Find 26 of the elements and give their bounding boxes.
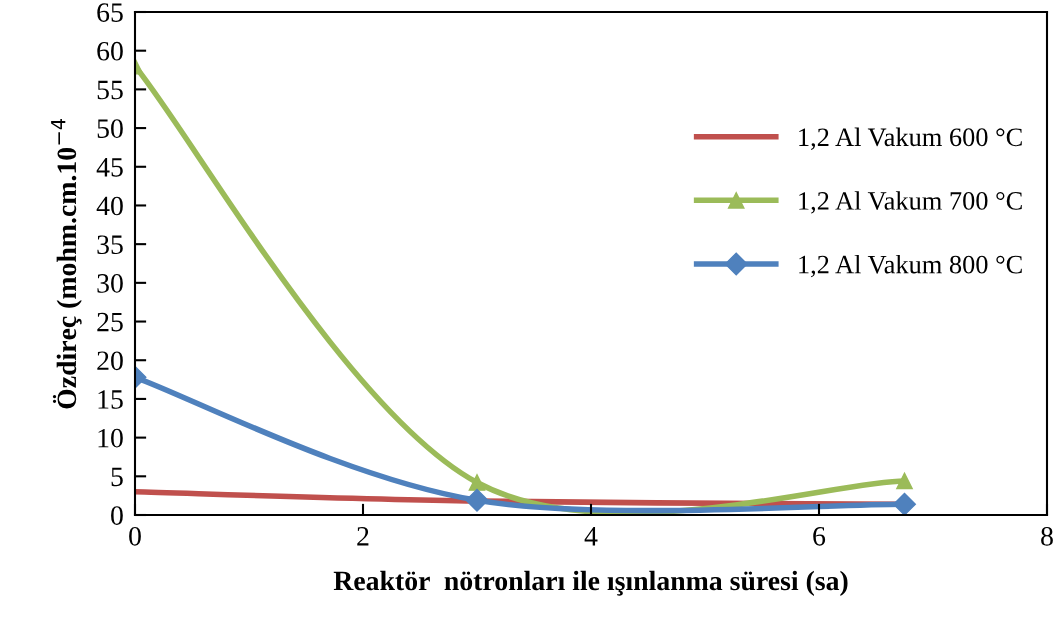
y-tick-label: 50: [97, 119, 123, 138]
y-tick-label: 10: [98, 428, 123, 448]
x-tick-label: 4: [584, 527, 598, 546]
legend-label: 1,2 Al Vakum 700 °C: [799, 191, 1022, 214]
legend-label: 1,2 Al Vakum 800 °C: [799, 254, 1022, 278]
point: [896, 472, 913, 490]
y-tick-label: 25: [97, 312, 123, 332]
y-axis-title: Özdireç (mohm.cm.10$^{−4}$: [51, 119, 82, 409]
x-tick-label: 6: [813, 526, 826, 546]
y-tick-label: 40: [96, 196, 123, 216]
x-tick-label: 2: [357, 526, 369, 546]
y-tick-label: 45: [96, 158, 123, 177]
y-tick-label: 30: [97, 274, 123, 293]
y-tick-label: 15: [98, 390, 123, 409]
x-tick-label: 8: [1041, 526, 1053, 546]
point: [893, 492, 916, 515]
x-axis-title: Reaktör nötronları ile ışınlanma süresi (sa): [333, 570, 848, 596]
y-tick-label: 65: [97, 3, 123, 22]
y-tick-label: 35: [97, 235, 123, 255]
x-tick-label: 0: [129, 526, 141, 546]
y-tick-label: 5: [111, 467, 123, 487]
y-tick-label: 55: [97, 80, 123, 100]
y-tick-label: 60: [97, 41, 123, 61]
y-tick-label: 20: [97, 351, 123, 371]
y-tick-label: 0: [111, 506, 123, 525]
legend-label: 1,2 Al Vakum 600 °C: [799, 127, 1022, 150]
